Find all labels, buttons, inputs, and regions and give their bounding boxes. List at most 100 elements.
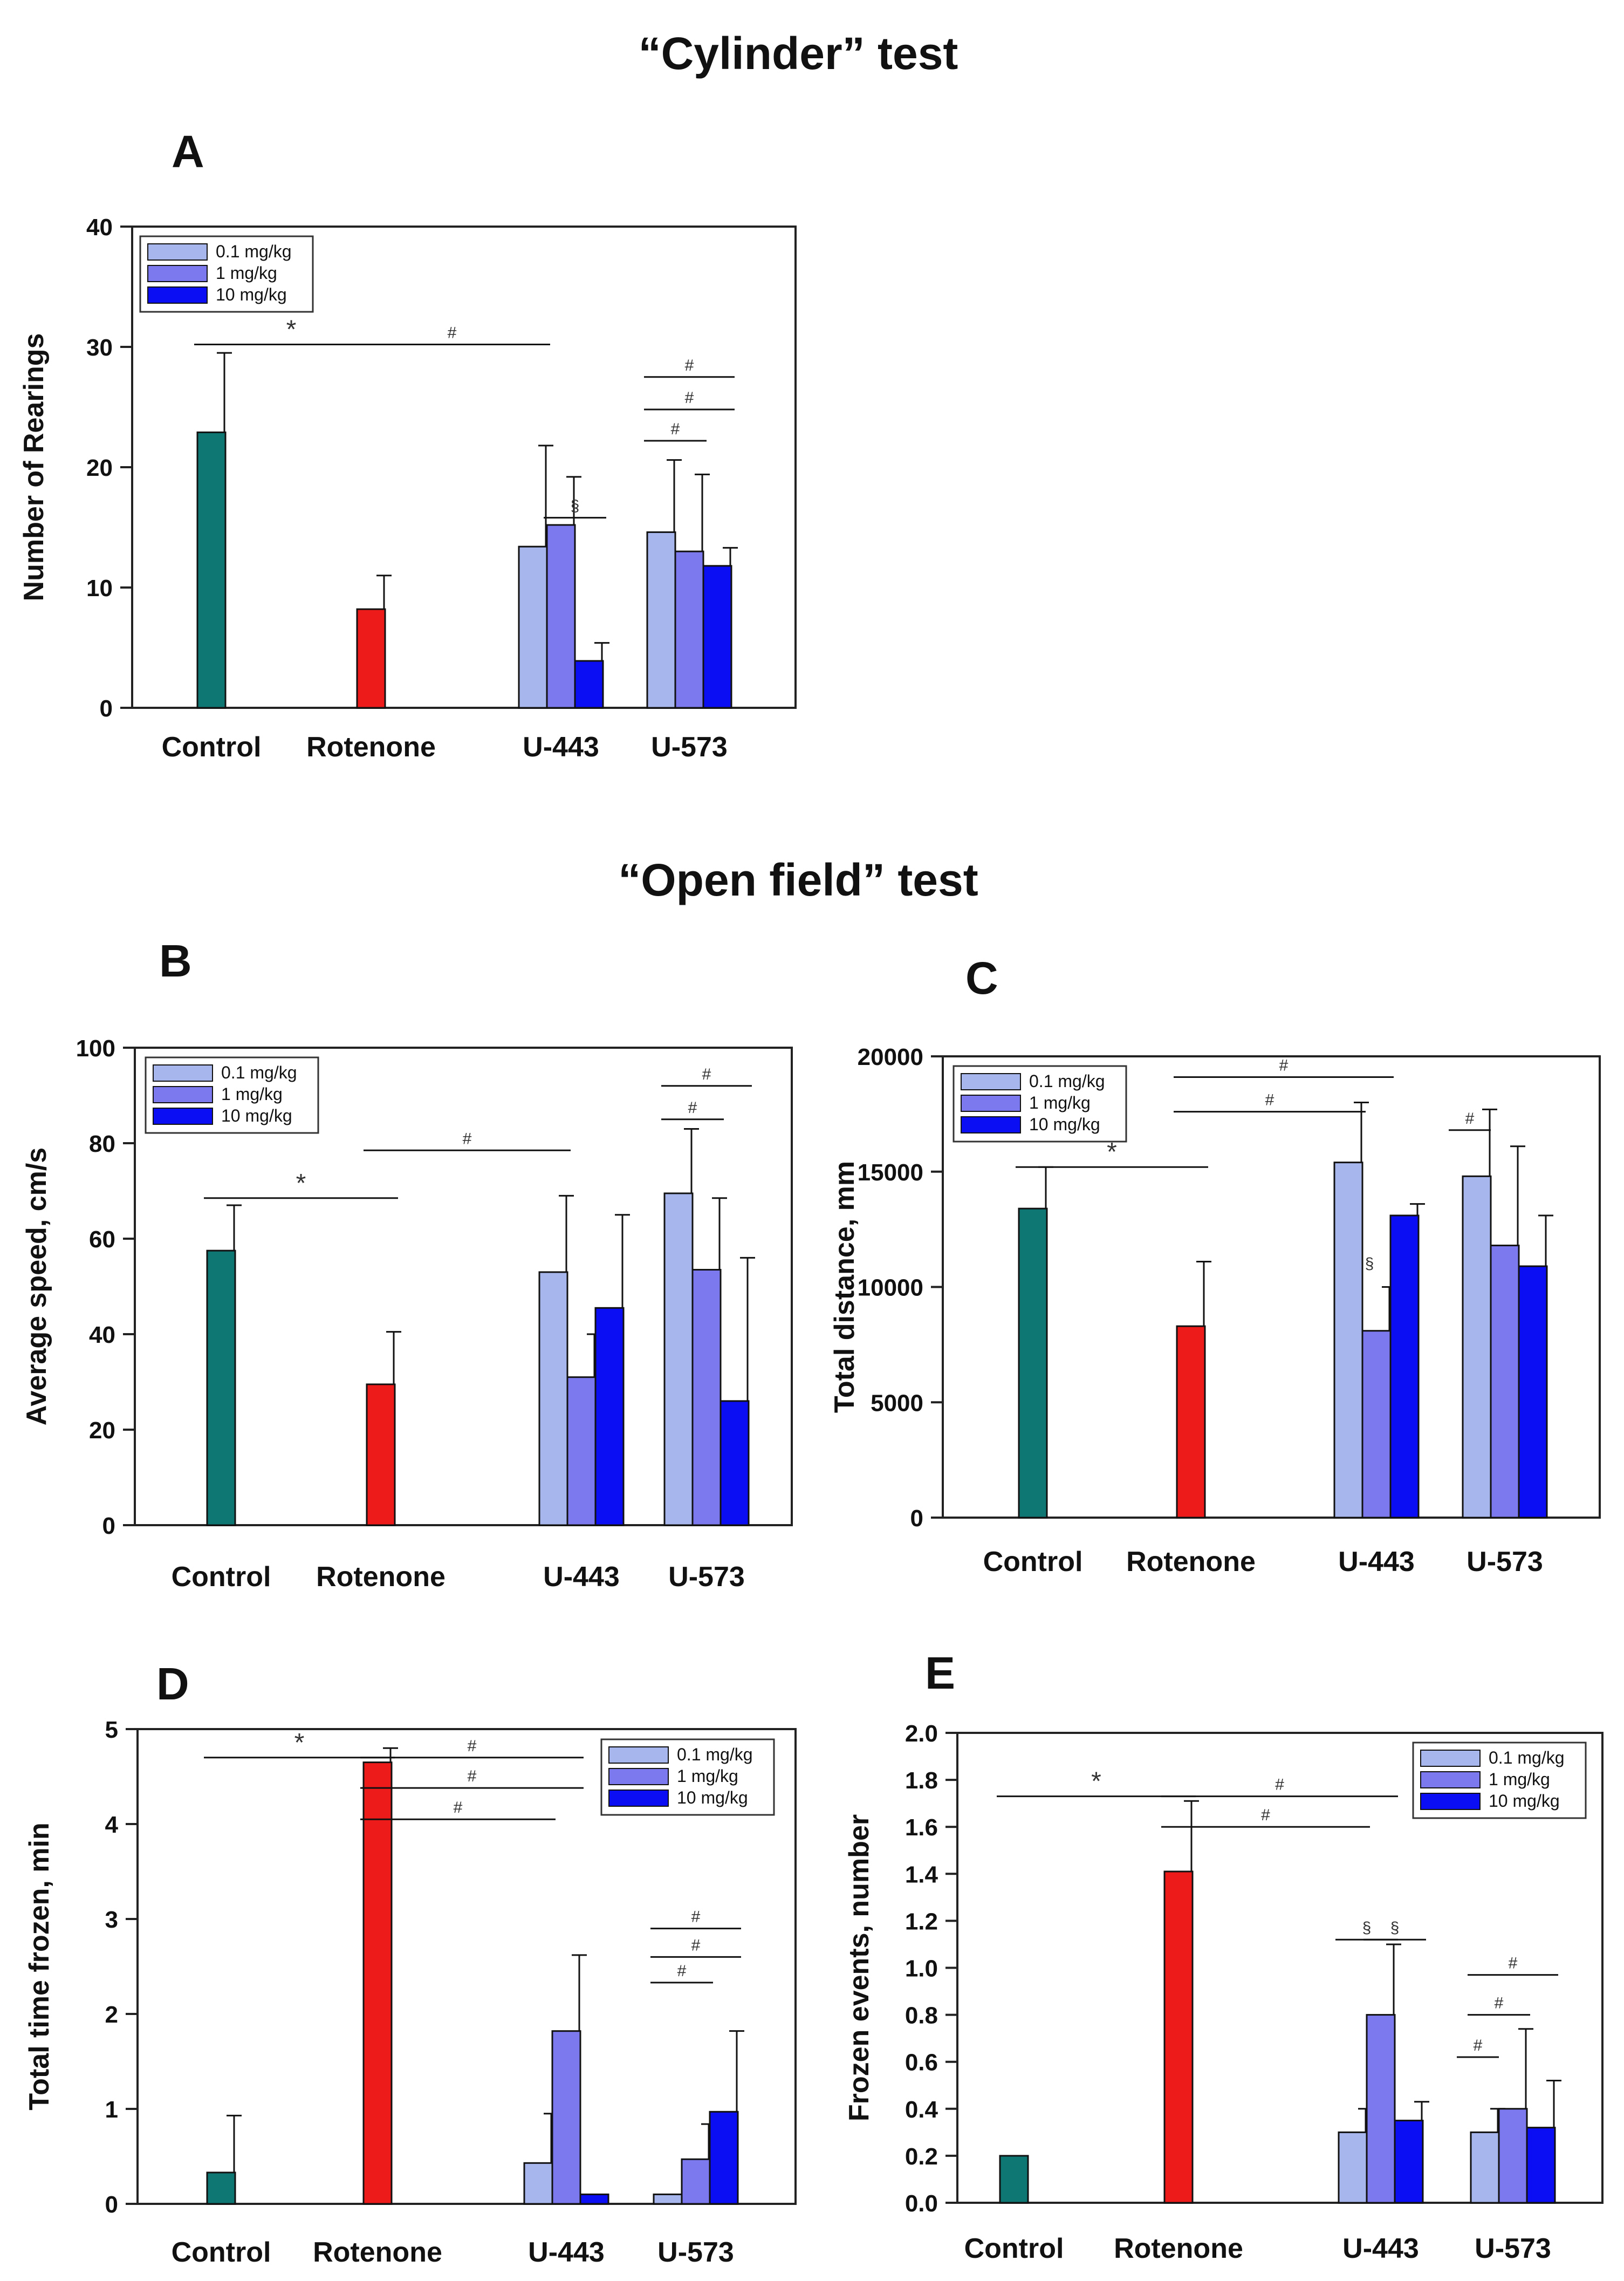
legend-label: 0.1 mg/kg bbox=[1029, 1071, 1105, 1091]
panel-label-d: D bbox=[156, 1658, 189, 1709]
x-category-label: U-443 bbox=[543, 1561, 620, 1593]
section-title-open-field: “Open field” test bbox=[618, 855, 978, 905]
y-tick-label: 1.8 bbox=[905, 1767, 938, 1794]
significance-marker: # bbox=[1265, 1091, 1274, 1109]
x-category-label: U-443 bbox=[1338, 1546, 1415, 1577]
y-tick-label: 20 bbox=[89, 1417, 115, 1444]
x-category-label: Control bbox=[172, 1561, 271, 1593]
y-tick-label: 30 bbox=[86, 334, 113, 361]
bar-u-573-0-1-mg-kg bbox=[1470, 2131, 1500, 2204]
bar-u-443-0-1-mg-kg bbox=[523, 2162, 553, 2205]
x-category-label: Rotenone bbox=[306, 732, 436, 763]
x-category-label: Rotenone bbox=[313, 2237, 442, 2268]
y-tick-label: 1.6 bbox=[905, 1814, 938, 1841]
y-tick-label: 3 bbox=[105, 1907, 118, 1933]
legend-label: 10 mg/kg bbox=[1489, 1791, 1560, 1811]
panel-label-b: B bbox=[159, 935, 192, 986]
x-category-label: U-573 bbox=[1475, 2233, 1551, 2264]
significance-marker: § bbox=[571, 497, 580, 515]
y-tick-label: 5000 bbox=[871, 1390, 923, 1416]
y-tick-label: 0.4 bbox=[905, 2096, 938, 2123]
y-tick-label: 10 bbox=[86, 575, 113, 602]
significance-marker: # bbox=[448, 324, 457, 342]
y-tick-label: 5 bbox=[105, 1717, 118, 1743]
legend: 0.1 mg/kg 1 mg/kg 10 mg/kg bbox=[139, 235, 314, 313]
significance-marker: # bbox=[468, 1767, 477, 1785]
y-tick-label: 0 bbox=[910, 1505, 923, 1532]
legend-swatch bbox=[1420, 1750, 1481, 1767]
bar-u-573-10-mg-kg bbox=[709, 2111, 739, 2205]
bar-u-443-10-mg-kg bbox=[574, 660, 604, 709]
x-category-label: U-573 bbox=[657, 2237, 734, 2268]
y-tick-label: 2.0 bbox=[905, 1720, 938, 1747]
legend-label: 0.1 mg/kg bbox=[677, 1745, 753, 1764]
y-tick-label: 0.8 bbox=[905, 2003, 938, 2029]
significance-marker: # bbox=[685, 389, 694, 407]
significance-marker: § bbox=[1365, 1255, 1374, 1273]
significance-marker: # bbox=[1465, 1110, 1475, 1128]
legend-swatch bbox=[147, 265, 208, 282]
x-category-label: U-573 bbox=[668, 1561, 745, 1593]
chart-panel-b: 0 20 40 60 80 100 Average speed, cm/s Control Ro… bbox=[21, 1035, 793, 1593]
legend-label: 0.1 mg/kg bbox=[221, 1063, 297, 1082]
y-tick-label: 10000 bbox=[858, 1275, 923, 1301]
bar-rotenone bbox=[366, 1383, 396, 1526]
legend-swatch bbox=[608, 1790, 669, 1807]
y-tick-label: 20 bbox=[86, 455, 113, 481]
y-tick-label: 0.0 bbox=[905, 2190, 938, 2217]
significance-marker: § bbox=[1390, 1919, 1400, 1937]
bar-rotenone bbox=[362, 1761, 393, 2205]
significance-marker: * bbox=[296, 1169, 306, 1198]
significance-marker: * bbox=[286, 316, 297, 344]
y-tick-label: 1 bbox=[105, 2096, 118, 2123]
bar-rotenone bbox=[1163, 1870, 1194, 2204]
x-category-label: Rotenone bbox=[316, 1561, 446, 1593]
legend-label: 1 mg/kg bbox=[1489, 1770, 1550, 1789]
bar-control bbox=[1018, 1207, 1048, 1519]
significance-marker: * bbox=[294, 1729, 305, 1757]
x-category-label: Rotenone bbox=[1114, 2233, 1243, 2264]
y-tick-label: 0 bbox=[102, 1513, 115, 1539]
significance-marker: # bbox=[702, 1066, 711, 1083]
y-tick-label: 100 bbox=[76, 1035, 115, 1062]
significance-marker: # bbox=[1474, 2037, 1483, 2054]
chart-panel-e: 0.0 0.2 0.4 0.6 0.8 1.0 1.2 1.4 1.6 1.8 2.0 Frozen … bbox=[844, 1720, 1604, 2264]
legend-swatch bbox=[961, 1116, 1021, 1133]
significance-marker: § bbox=[1362, 1919, 1372, 1937]
bar-u-573-0-1-mg-kg bbox=[1462, 1175, 1492, 1519]
significance-marker: # bbox=[677, 1962, 687, 1980]
legend-swatch bbox=[961, 1073, 1021, 1090]
y-tick-label: 1.4 bbox=[905, 1861, 938, 1888]
y-tick-label: 2 bbox=[105, 2002, 118, 2028]
chart-panel-c: 0 5000 10000 15000 20000 Total distance, mm Co… bbox=[829, 1044, 1601, 1577]
legend-swatch bbox=[608, 1746, 669, 1764]
bar-rotenone bbox=[1176, 1325, 1206, 1519]
significance-marker: # bbox=[691, 1908, 701, 1926]
y-axis-label: Number of Rearings bbox=[18, 333, 50, 602]
bar-u-573-1-mg-kg bbox=[691, 1269, 722, 1526]
y-tick-label: 0.6 bbox=[905, 2050, 938, 2076]
significance-marker: # bbox=[1275, 1776, 1284, 1794]
bar-u-443-0-1-mg-kg bbox=[1338, 2131, 1368, 2204]
y-axis-label: Total time frozen, min bbox=[24, 1822, 55, 2111]
bar-u-573-1-mg-kg bbox=[1498, 2108, 1528, 2204]
legend-swatch bbox=[961, 1095, 1021, 1112]
legend: 0.1 mg/kg 1 mg/kg 10 mg/kg bbox=[953, 1065, 1127, 1143]
y-axis-label: Average speed, cm/s bbox=[21, 1148, 52, 1425]
bar-control bbox=[196, 431, 227, 709]
bar-u-443-10-mg-kg bbox=[594, 1307, 625, 1526]
bar-u-573-0-1-mg-kg bbox=[653, 2193, 683, 2205]
bar-u-573-10-mg-kg bbox=[1518, 1265, 1548, 1519]
legend-label: 10 mg/kg bbox=[677, 1788, 748, 1807]
significance-marker: * bbox=[1107, 1138, 1117, 1166]
bar-u-443-0-1-mg-kg bbox=[1333, 1162, 1363, 1519]
legend-swatch bbox=[608, 1768, 669, 1785]
bar-u-443-1-mg-kg bbox=[1361, 1330, 1392, 1519]
y-tick-label: 60 bbox=[89, 1226, 115, 1253]
legend: 0.1 mg/kg 1 mg/kg 10 mg/kg bbox=[1412, 1742, 1587, 1819]
legend-swatch bbox=[1420, 1793, 1481, 1810]
significance-marker: # bbox=[691, 1936, 701, 1954]
plot-frame bbox=[136, 1728, 797, 2205]
significance-marker: * bbox=[1091, 1767, 1101, 1796]
